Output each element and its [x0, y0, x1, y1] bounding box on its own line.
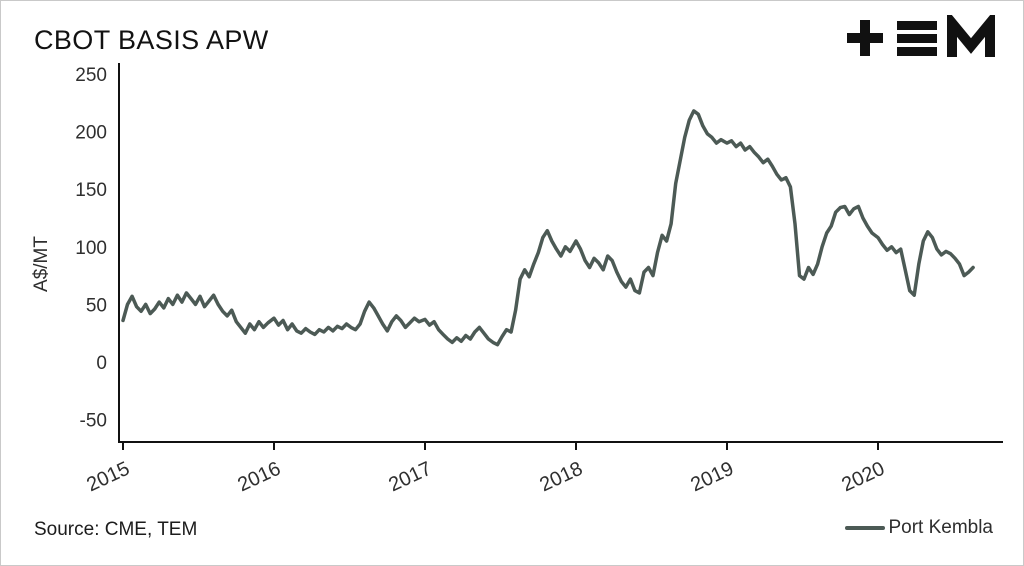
y-axis-tick-label: 250	[75, 65, 107, 86]
y-axis-tick-label: -50	[80, 411, 107, 432]
plus-icon	[847, 20, 883, 56]
legend-label: Port Kembla	[888, 517, 993, 538]
y-axis-tick-label: 0	[96, 353, 107, 374]
x-axis-tick-label: 2016	[234, 458, 284, 497]
x-axis-tick-label: 2017	[385, 458, 435, 497]
x-axis-tick-label: 2020	[838, 458, 888, 497]
y-axis-tick-label: 50	[86, 295, 107, 316]
legend-line-swatch	[845, 526, 886, 530]
legend-port-kembla: Port Kembla	[845, 517, 993, 539]
tem-logo-icon	[847, 15, 995, 57]
series-line-port-kembla	[121, 109, 975, 347]
x-axis-tick-label: 2019	[687, 458, 737, 497]
bars-icon	[897, 21, 937, 56]
y-axis-tick-label: 200	[75, 123, 107, 144]
x-axis-tick-label: 2015	[83, 458, 133, 497]
x-axis-tick-label: 2018	[536, 458, 586, 497]
y-axis-tick-label: 100	[75, 238, 107, 259]
y-axis-title: A$/MT	[31, 236, 52, 292]
source-text: Source: CME, TEM	[34, 519, 198, 540]
y-axis-tick-label: 150	[75, 180, 107, 201]
chart-title: CBOT BASIS APW	[34, 25, 269, 55]
m-glyph-icon	[947, 15, 995, 57]
